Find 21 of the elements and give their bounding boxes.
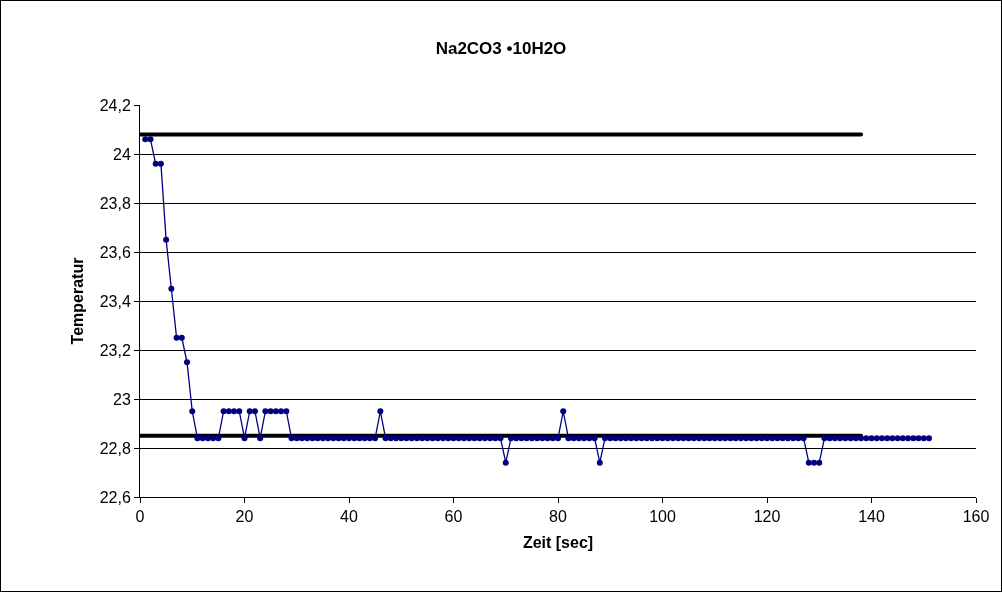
y-tick-label: 23,4: [99, 292, 131, 310]
y-tick-label: 23,2: [99, 341, 131, 359]
x-tick-label: 80: [549, 508, 567, 526]
x-tick-label: 60: [444, 508, 463, 526]
x-axis-title: Zeit [sec]: [522, 533, 594, 551]
y-tick-label: 24: [113, 145, 131, 163]
y-tick-label: 22,8: [99, 439, 131, 457]
y-tick-label: 24,2: [99, 96, 131, 114]
x-tick-label: 20: [235, 508, 254, 526]
x-tick-label: 40: [340, 508, 358, 526]
y-axis-title: Temperatur: [68, 257, 86, 345]
y-tick-label: 22,6: [99, 488, 131, 506]
y-tick-label: 23,6: [99, 243, 131, 261]
y-tick-label: 23,8: [99, 194, 131, 212]
x-tick-label: 160: [962, 508, 990, 526]
y-tick-label: 23: [113, 390, 131, 408]
x-tick-label: 140: [858, 508, 885, 526]
x-tick-label: 0: [135, 508, 145, 526]
chart-title: Na2CO3 •10H2O: [435, 39, 567, 59]
x-tick-label: 100: [649, 508, 676, 526]
x-tick-label: 120: [753, 508, 781, 526]
